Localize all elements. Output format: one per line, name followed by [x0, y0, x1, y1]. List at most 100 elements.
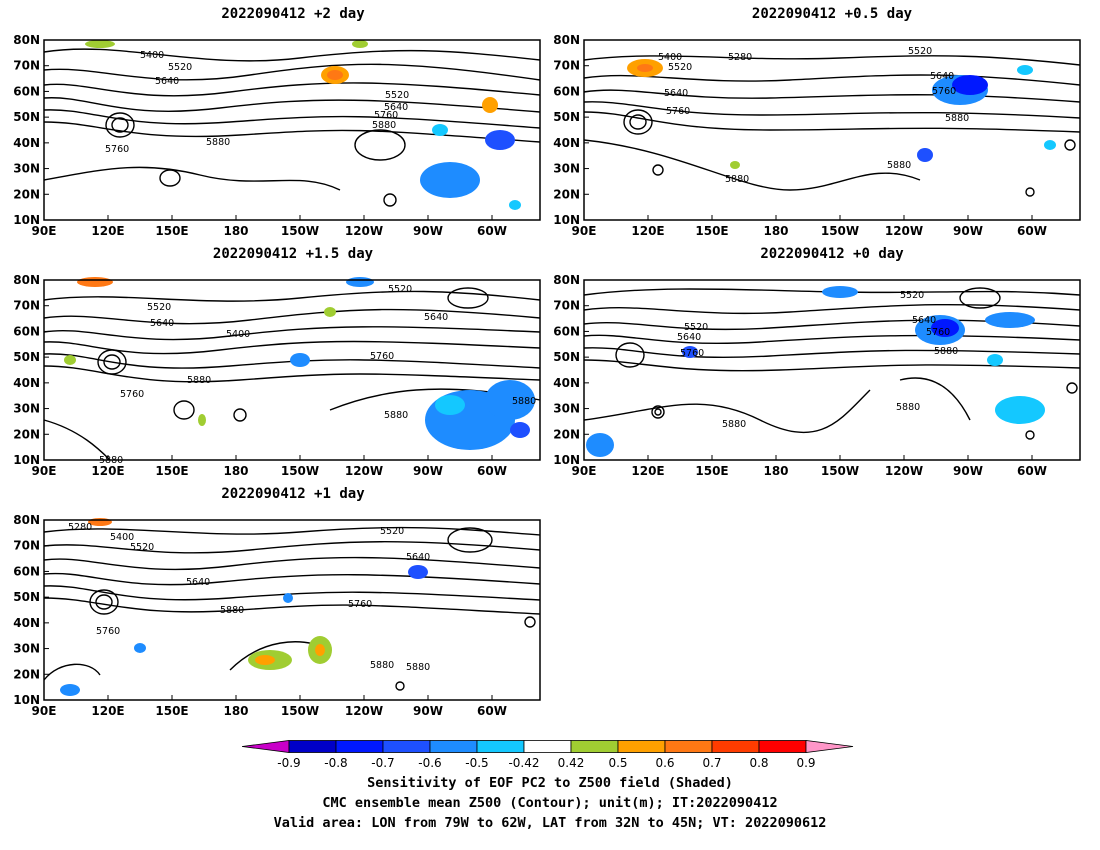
contour-label: 5400 — [226, 329, 250, 340]
lat-label: 80N — [13, 273, 40, 287]
colorbar-tick-label: -0.5 — [465, 756, 488, 770]
lat-label: 70N — [13, 299, 40, 313]
contour-label: 5520 — [147, 302, 171, 313]
lon-label: 150E — [155, 704, 188, 718]
contour-label: 5280 — [728, 52, 752, 63]
colorbar-box — [664, 740, 713, 753]
map-plot-5: 5280 5400 5520 5520 5640 5640 5880 5760 … — [13, 513, 541, 718]
map-panel-5: 5280 5400 5520 5520 5640 5640 5880 5760 … — [0, 510, 545, 725]
map-plot-4: 5520 5520 5640 5640 5760 5760 5880 5880 … — [553, 273, 1081, 478]
contour-label: 5760 — [680, 348, 704, 359]
contour-label: 5400 — [658, 52, 682, 63]
lon-axis-labels: 90E 120E 150E 180 150W 120W 90W 60W — [572, 215, 1047, 238]
contour-label: 5760 — [926, 327, 950, 338]
lon-label: 150W — [281, 704, 319, 718]
colorbar-tick-labels: -0.9 -0.8 -0.7 -0.6 -0.5 -0.42 0.42 0.5 0.6 0.7 0.… — [277, 756, 815, 770]
lat-label: 10N — [13, 213, 40, 227]
colorbar-box — [382, 740, 431, 753]
panel-5-title: 2022090412 +1 day — [221, 486, 365, 502]
lat-label: 60N — [553, 84, 580, 98]
lon-label: 180 — [223, 224, 248, 238]
contour-label: 5880 — [220, 605, 244, 616]
contour-label: 5640 — [186, 577, 210, 588]
colorbar-tick-label: 0.6 — [655, 756, 674, 770]
colorbar-box — [476, 740, 525, 753]
plot-frame — [583, 39, 1081, 221]
lat-label: 70N — [553, 299, 580, 313]
lat-label: 20N — [13, 187, 40, 201]
lat-axis-labels: 80N 70N 60N 50N 40N 30N 20N 10N — [553, 33, 589, 227]
lat-label: 30N — [553, 402, 580, 416]
lat-label: 40N — [553, 376, 580, 390]
colorbar-tick-label: -0.8 — [324, 756, 347, 770]
lon-label: 120E — [631, 224, 664, 238]
lon-label: 90E — [32, 704, 57, 718]
contour-label: 5760 — [932, 86, 956, 97]
colorbar-tick-label: -0.7 — [371, 756, 394, 770]
contour-label: 5880 — [934, 346, 958, 357]
lon-label: 150E — [155, 464, 188, 478]
contour-label: 5520 — [380, 526, 404, 537]
sensitivity-shading — [586, 286, 1045, 457]
lat-label: 20N — [553, 427, 580, 441]
lon-label: 120W — [885, 224, 923, 238]
lat-label: 20N — [13, 427, 40, 441]
lat-label: 50N — [13, 350, 40, 364]
lon-label: 150E — [155, 224, 188, 238]
lat-label: 40N — [13, 136, 40, 150]
lat-label: 30N — [553, 162, 580, 176]
panel-3-title: 2022090412 +1.5 day — [212, 246, 374, 262]
colorbar-tick-label: 0.7 — [702, 756, 721, 770]
map-panel-4: 5520 5520 5640 5640 5760 5760 5880 5880 … — [540, 270, 1085, 485]
lat-label: 30N — [13, 642, 40, 656]
colorbar-tick-label: 0.8 — [749, 756, 768, 770]
panel-4-title: 2022090412 +0 day — [760, 246, 904, 262]
plot-frame — [43, 279, 541, 461]
sensitivity-shading — [64, 277, 535, 450]
contour-label: 5520 — [668, 62, 692, 73]
contour-label: 5520 — [130, 542, 154, 553]
lat-label: 10N — [13, 453, 40, 467]
lon-label: 90W — [413, 464, 443, 478]
contour-label: 5640 — [150, 318, 174, 329]
lon-label: 60W — [1017, 224, 1047, 238]
sensitivity-shading — [85, 40, 521, 210]
lat-label: 60N — [553, 324, 580, 338]
contour-label: 5760 — [105, 144, 129, 155]
lon-label: 60W — [477, 464, 507, 478]
lon-label: 120E — [91, 464, 124, 478]
contour-label: 5760 — [666, 106, 690, 117]
colorbar-boxes — [242, 740, 854, 753]
colorbar-box — [429, 740, 478, 753]
map-panel-1: 5400 5520 5640 5520 5640 5760 5880 5760 … — [0, 30, 545, 245]
contour-label: 5880 — [370, 660, 394, 671]
lat-axis-labels: 80N 70N 60N 50N 40N 30N 20N 10N — [13, 33, 49, 227]
contour-label: 5640 — [912, 315, 936, 326]
map-plot-1: 5400 5520 5640 5520 5640 5760 5880 5760 … — [13, 33, 541, 238]
contour-label: 5640 — [155, 76, 179, 87]
lon-label: 150W — [821, 224, 859, 238]
lon-label: 90W — [413, 704, 443, 718]
contour-label: 5760 — [370, 351, 394, 362]
lon-label: 90E — [32, 224, 57, 238]
lon-label: 150W — [281, 464, 319, 478]
lon-label: 180 — [763, 224, 788, 238]
map-panel-2: 5400 5520 5280 5520 5640 5760 5640 5760 … — [540, 30, 1085, 245]
lat-label: 50N — [13, 590, 40, 604]
contour-labels: 5400 5520 5640 5520 5640 5760 5880 5760 … — [105, 50, 409, 155]
caption-line-2: CMC ensemble mean Z500 (Contour); unit(m… — [322, 795, 778, 811]
lat-label: 80N — [13, 33, 40, 47]
lon-label: 120E — [91, 224, 124, 238]
lat-label: 70N — [13, 539, 40, 553]
lon-label: 120W — [345, 224, 383, 238]
contour-label: 5640 — [406, 552, 430, 563]
contour-labels: 5400 5520 5280 5520 5640 5760 5640 5760 … — [658, 46, 969, 185]
lat-label: 10N — [553, 213, 580, 227]
lon-label: 120W — [345, 464, 383, 478]
lat-label: 60N — [13, 564, 40, 578]
contour-label: 5520 — [388, 284, 412, 295]
contour-lines — [583, 287, 1081, 440]
lon-label: 120E — [91, 704, 124, 718]
lon-axis-labels: 90E 120E 150E 180 150W 120W 90W 60W — [32, 695, 507, 718]
lon-label: 150W — [281, 224, 319, 238]
